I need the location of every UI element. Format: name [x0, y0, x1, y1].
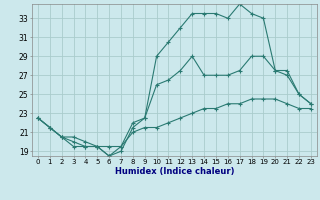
- X-axis label: Humidex (Indice chaleur): Humidex (Indice chaleur): [115, 167, 234, 176]
